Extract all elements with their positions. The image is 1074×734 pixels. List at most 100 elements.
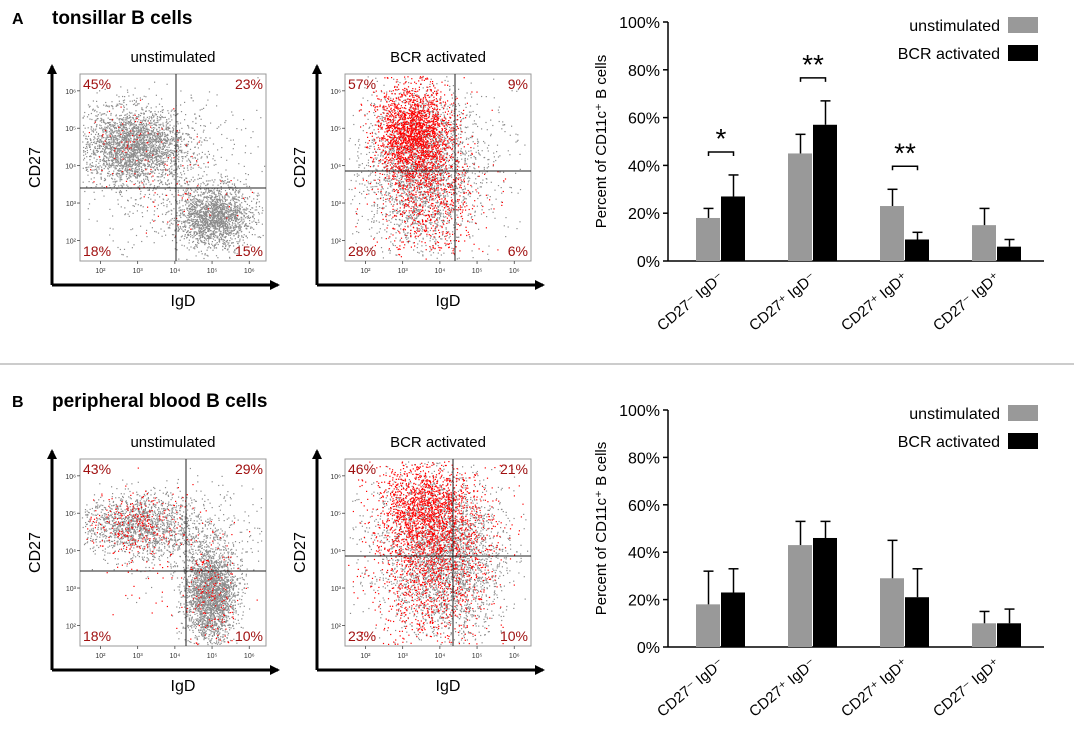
x-tick-label: 10⁶ bbox=[509, 653, 520, 660]
quadrant-lower-left: 28% bbox=[348, 243, 376, 259]
x-tick-label: 10² bbox=[360, 653, 371, 660]
bar-bcr-activated bbox=[905, 239, 929, 261]
bar-chart: 0%20%40%60%80%100%Percent of CD11c⁺ B ce… bbox=[593, 403, 1044, 721]
quadrant-upper-right: 23% bbox=[235, 76, 263, 92]
quadrant-lower-left: 18% bbox=[83, 628, 111, 644]
category-label: CD27⁻ IgD⁺ bbox=[930, 269, 1004, 335]
y-tick-label: 10⁴ bbox=[330, 549, 341, 556]
legend-swatch bbox=[1008, 45, 1038, 61]
category-label: CD27⁻ IgD⁺ bbox=[930, 655, 1004, 721]
y-tick-label: 10⁵ bbox=[65, 511, 76, 518]
flow-plot-title: unstimulated bbox=[130, 434, 215, 451]
flow-dots bbox=[82, 77, 265, 260]
y-tick-label: 10⁴ bbox=[65, 164, 76, 171]
bar-bcr-activated bbox=[813, 125, 837, 261]
quadrant-upper-left: 45% bbox=[83, 76, 111, 92]
bar-bcr-activated bbox=[721, 196, 745, 261]
y-tick-label: 10² bbox=[66, 238, 77, 245]
legend-swatch bbox=[1008, 433, 1038, 449]
quadrant-lower-right: 6% bbox=[508, 243, 528, 259]
y-tick-label: 10³ bbox=[66, 586, 77, 593]
y-tick-label: 10⁵ bbox=[65, 126, 76, 133]
y-tick-label: 10⁶ bbox=[65, 89, 76, 96]
flow-dots bbox=[349, 76, 526, 260]
category-label: CD27⁺ IgD⁻ bbox=[746, 655, 820, 721]
x-tick-label: 10⁴ bbox=[434, 653, 445, 660]
quadrant-upper-left: 43% bbox=[83, 461, 111, 477]
y-tick-label: 10² bbox=[66, 623, 77, 630]
y-tick-label: 100% bbox=[619, 403, 660, 420]
flow-plot-frame bbox=[345, 459, 531, 646]
y-tick-label: 10³ bbox=[331, 586, 342, 593]
bar-unstimulated bbox=[880, 206, 904, 261]
x-tick-label: 10⁵ bbox=[472, 653, 483, 660]
quadrant-upper-right: 29% bbox=[235, 461, 263, 477]
quadrant-upper-right: 9% bbox=[508, 76, 528, 92]
quadrant-upper-left: 57% bbox=[348, 76, 376, 92]
x-tick-label: 10⁵ bbox=[207, 653, 218, 660]
x-tick-label: 10⁶ bbox=[244, 268, 255, 275]
flow-plot: unstimulated 45% 23% 18% 15% 10² 10³ 10⁴ 10⁵ 10⁶ 1… bbox=[27, 49, 278, 310]
x-tick-label: 10³ bbox=[133, 653, 144, 660]
y-tick-label: 10² bbox=[331, 623, 342, 630]
x-tick-label: 10⁴ bbox=[169, 268, 180, 275]
category-label: CD27⁻ IgD⁻ bbox=[654, 655, 728, 721]
y-tick-label: 10⁶ bbox=[330, 89, 341, 96]
bar-bcr-activated bbox=[813, 538, 837, 647]
quadrant-lower-left: 23% bbox=[348, 628, 376, 644]
x-axis-label: IgD bbox=[436, 293, 461, 310]
y-tick-label: 40% bbox=[628, 158, 660, 175]
bar-bcr-activated bbox=[997, 623, 1021, 647]
x-tick-label: 10³ bbox=[133, 268, 144, 275]
y-tick-label: 10³ bbox=[66, 201, 77, 208]
y-tick-label: 10⁵ bbox=[330, 126, 341, 133]
legend-swatch bbox=[1008, 405, 1038, 421]
flow-dots bbox=[82, 468, 262, 646]
y-tick-label: 10⁴ bbox=[330, 164, 341, 171]
y-tick-label: 0% bbox=[637, 254, 660, 271]
significance-stars: ** bbox=[894, 137, 916, 168]
legend-label: unstimulated bbox=[909, 406, 1000, 423]
quadrant-lower-right: 10% bbox=[500, 628, 528, 644]
y-axis-title: Percent of CD11c⁺ B cells bbox=[593, 55, 610, 229]
x-tick-label: 10⁶ bbox=[244, 653, 255, 660]
category-label: CD27⁻ IgD⁻ bbox=[654, 269, 728, 335]
panel-letter: B bbox=[12, 394, 24, 411]
significance-stars: ** bbox=[802, 49, 824, 80]
quadrant-lower-right: 15% bbox=[235, 243, 263, 259]
x-tick-label: 10² bbox=[95, 268, 106, 275]
category-label: CD27⁺ IgD⁻ bbox=[746, 269, 820, 335]
y-axis-label: CD27 bbox=[27, 532, 44, 573]
bar-unstimulated bbox=[972, 623, 996, 647]
y-axis-label: CD27 bbox=[292, 147, 309, 188]
x-tick-label: 10⁴ bbox=[434, 268, 445, 275]
significance-stars: * bbox=[716, 123, 727, 154]
legend-label: unstimulated bbox=[909, 18, 1000, 35]
y-tick-label: 60% bbox=[628, 111, 660, 128]
bar-unstimulated bbox=[696, 218, 720, 261]
flow-plot-title: BCR activated bbox=[390, 49, 486, 66]
legend-label: BCR activated bbox=[898, 46, 1000, 63]
figure: Atonsillar B cellsunstimulated45% 23%18% 1… bbox=[0, 0, 1074, 734]
y-axis-title: Percent of CD11c⁺ B cells bbox=[593, 442, 610, 616]
y-tick-label: 80% bbox=[628, 450, 660, 467]
x-axis-label: IgD bbox=[171, 293, 196, 310]
y-tick-label: 80% bbox=[628, 63, 660, 80]
y-axis-label: CD27 bbox=[27, 147, 44, 188]
x-axis-label: IgD bbox=[171, 678, 196, 695]
y-tick-label: 40% bbox=[628, 545, 660, 562]
panel-title: tonsillar B cells bbox=[52, 8, 192, 29]
flow-plot-title: unstimulated bbox=[130, 49, 215, 66]
x-tick-label: 10⁵ bbox=[472, 268, 483, 275]
panel-title: peripheral blood B cells bbox=[52, 391, 267, 412]
y-tick-label: 10⁵ bbox=[330, 511, 341, 518]
bar-bcr-activated bbox=[997, 247, 1021, 261]
x-tick-label: 10⁴ bbox=[169, 653, 180, 660]
y-tick-label: 20% bbox=[628, 206, 660, 223]
quadrant-lower-left: 18% bbox=[83, 243, 111, 259]
